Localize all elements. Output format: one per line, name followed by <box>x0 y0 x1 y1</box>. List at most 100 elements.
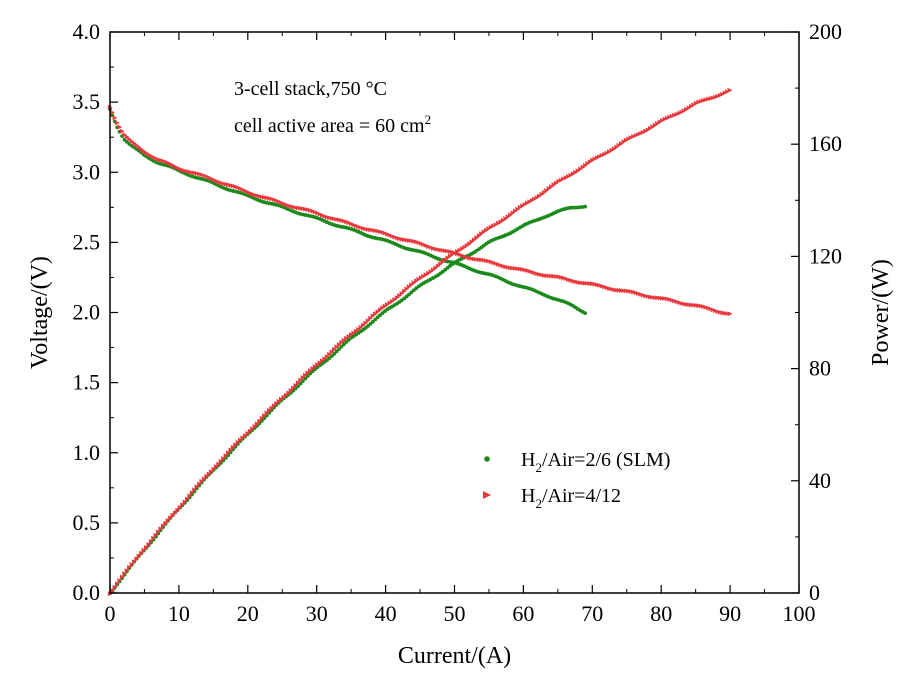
data-point <box>334 349 339 354</box>
data-point <box>389 233 395 239</box>
x-tick-label: 70 <box>581 601 603 626</box>
series-2-voltage <box>107 104 733 317</box>
data-point <box>136 553 142 559</box>
data-point <box>107 591 113 597</box>
data-point <box>160 158 166 164</box>
data-point <box>185 496 190 502</box>
data-point <box>640 292 646 298</box>
data-point <box>474 235 480 241</box>
data-point <box>158 526 164 532</box>
data-point <box>368 322 373 326</box>
data-point <box>621 139 627 145</box>
data-point <box>679 300 685 306</box>
data-point <box>305 370 311 376</box>
data-point <box>339 344 344 349</box>
data-point <box>375 315 380 320</box>
data-point <box>218 459 224 464</box>
data-point <box>583 311 587 315</box>
data-point <box>209 469 214 474</box>
x-tick-label: 10 <box>168 601 190 626</box>
data-point <box>146 152 152 157</box>
data-point <box>337 347 341 351</box>
data-point <box>213 178 219 184</box>
data-point <box>720 91 726 97</box>
data-point <box>221 456 226 461</box>
data-point <box>228 182 234 188</box>
data-point <box>139 550 144 556</box>
annotation-line-2-text: cell active area = 60 cm <box>234 115 425 137</box>
data-point <box>146 542 152 547</box>
right-axis-title: Power/(W) <box>868 259 894 366</box>
data-point <box>283 392 289 398</box>
data-point <box>693 302 699 308</box>
data-point <box>199 479 205 484</box>
data-point <box>293 383 299 388</box>
plot-frame <box>109 31 800 594</box>
data-point <box>371 319 375 324</box>
data-point <box>626 288 632 294</box>
data-point <box>611 287 617 293</box>
right-y-tick-label: 0 <box>809 580 820 605</box>
right-y-tick-label: 160 <box>809 131 842 156</box>
data-points <box>107 87 733 597</box>
annotation-superscript: 2 <box>425 112 432 127</box>
data-point <box>329 349 335 355</box>
data-point <box>493 222 499 227</box>
legend-green-prefix: H <box>521 449 535 471</box>
data-point <box>129 562 135 567</box>
data-point <box>175 507 181 513</box>
data-point <box>327 351 332 357</box>
data-point <box>368 227 373 233</box>
data-point <box>578 280 583 286</box>
series-3-power <box>107 87 733 597</box>
data-point <box>684 107 689 112</box>
x-tick-label: 60 <box>512 601 534 626</box>
data-point <box>223 453 229 459</box>
data-point <box>493 261 499 266</box>
data-point <box>194 484 200 490</box>
data-point <box>127 565 132 570</box>
data-point <box>597 282 603 288</box>
x-axis-title: Current/(A) <box>398 643 511 669</box>
data-point <box>201 173 207 178</box>
left-y-tick-label: 2.5 <box>73 229 101 254</box>
data-point <box>725 89 730 94</box>
data-point <box>110 588 115 593</box>
data-point <box>221 181 226 186</box>
data-point <box>389 298 395 304</box>
data-point <box>652 295 658 300</box>
data-point <box>556 179 562 184</box>
left-y-tick-label: 3.5 <box>73 89 101 114</box>
data-point <box>134 556 140 562</box>
data-point <box>264 195 270 201</box>
legend-marker-red <box>483 491 491 499</box>
data-point <box>124 568 130 573</box>
data-point <box>693 100 699 106</box>
left-y-tick-label: 3.0 <box>73 159 101 184</box>
data-point <box>115 120 120 126</box>
left-y-tick-label: 0.0 <box>73 580 101 605</box>
data-point <box>242 188 248 193</box>
data-point <box>662 296 668 301</box>
legend-red-suffix: /Air=4/12 <box>542 485 621 507</box>
data-point <box>187 493 193 499</box>
data-point <box>172 510 178 516</box>
data-point <box>474 257 480 262</box>
data-point <box>240 435 246 441</box>
data-point <box>197 481 202 487</box>
data-point <box>332 351 337 356</box>
data-point <box>411 280 417 286</box>
data-point <box>240 187 246 192</box>
data-point <box>537 193 542 199</box>
data-point <box>556 274 562 280</box>
data-point <box>662 116 668 122</box>
data-point <box>131 559 137 565</box>
data-point <box>160 523 166 529</box>
data-point <box>703 304 709 310</box>
data-point <box>570 278 576 284</box>
data-point <box>411 238 417 244</box>
right-y-tick-label: 80 <box>809 356 831 381</box>
data-point <box>216 461 222 467</box>
data-point <box>667 297 673 302</box>
